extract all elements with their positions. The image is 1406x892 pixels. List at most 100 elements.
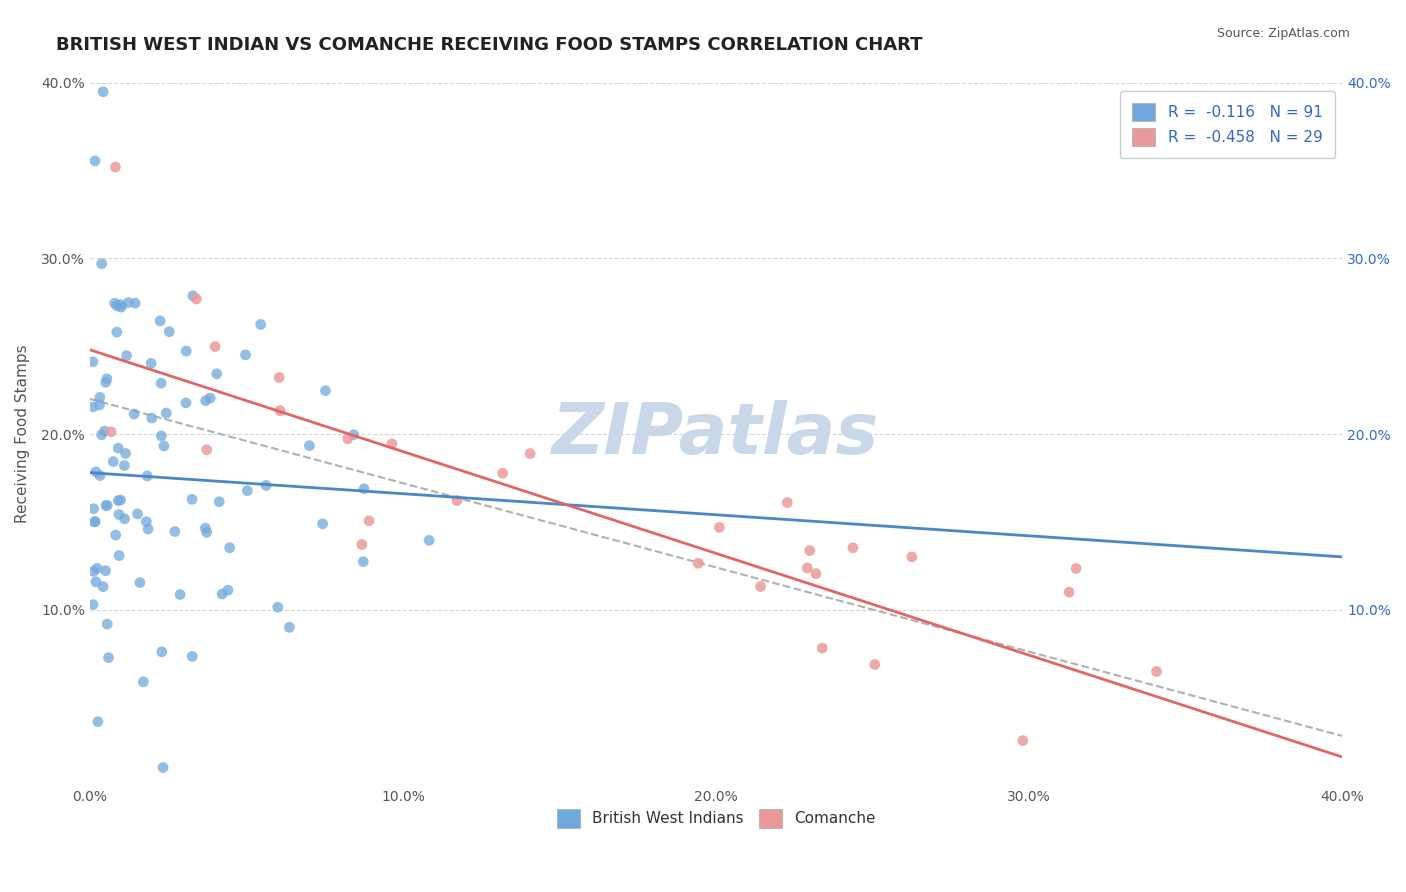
Point <box>181 289 204 303</box>
Point <box>112 458 135 473</box>
Point <box>107 493 129 508</box>
Point <box>96 617 118 632</box>
Point <box>194 393 217 408</box>
Point <box>136 469 159 483</box>
Point <box>799 543 821 558</box>
Point <box>353 482 375 496</box>
Point <box>163 524 186 539</box>
Point <box>94 564 117 578</box>
Point <box>418 533 440 548</box>
Point <box>174 344 197 359</box>
Point <box>1146 665 1168 679</box>
Point <box>82 400 104 414</box>
Point <box>135 515 157 529</box>
Point <box>86 561 108 575</box>
Point <box>132 674 155 689</box>
Point <box>267 600 290 615</box>
Point <box>709 520 731 534</box>
Point <box>122 407 145 421</box>
Point <box>204 340 226 354</box>
Point <box>749 579 772 593</box>
Point <box>249 318 271 332</box>
Point <box>96 372 118 386</box>
Point <box>218 541 240 555</box>
Point <box>842 541 865 555</box>
Point <box>336 432 359 446</box>
Point <box>804 566 827 581</box>
Point <box>94 499 117 513</box>
Point <box>84 465 107 479</box>
Point <box>104 296 127 310</box>
Point <box>93 424 115 438</box>
Point <box>108 508 131 522</box>
Point <box>90 257 112 271</box>
Point <box>110 493 132 508</box>
Point <box>103 455 125 469</box>
Point <box>174 396 197 410</box>
Point <box>83 515 105 529</box>
Point <box>87 714 110 729</box>
Point <box>381 437 404 451</box>
Point <box>314 384 336 398</box>
Point <box>105 325 128 339</box>
Point <box>492 467 515 481</box>
Point <box>254 478 277 492</box>
Point <box>90 427 112 442</box>
Point <box>97 650 120 665</box>
Point <box>278 620 301 634</box>
Point <box>1064 561 1087 575</box>
Point <box>157 325 180 339</box>
Point <box>311 516 333 531</box>
Point <box>150 429 173 443</box>
Point <box>110 298 132 312</box>
Point <box>149 314 172 328</box>
Point <box>89 398 111 412</box>
Point <box>89 391 111 405</box>
Point <box>124 296 146 310</box>
Point <box>200 391 222 405</box>
Point <box>901 549 924 564</box>
Point <box>139 356 162 370</box>
Point <box>269 370 291 384</box>
Point <box>136 522 159 536</box>
Point <box>91 85 114 99</box>
Point <box>688 556 710 570</box>
Point <box>205 367 228 381</box>
Point <box>195 525 218 540</box>
Point <box>446 493 468 508</box>
Point <box>343 427 366 442</box>
Point <box>150 376 173 391</box>
Point <box>104 528 127 542</box>
Point <box>811 641 834 656</box>
Point <box>100 425 122 439</box>
Point <box>82 598 104 612</box>
Point <box>84 574 107 589</box>
Point <box>169 588 191 602</box>
Point <box>83 501 105 516</box>
Point <box>105 299 128 313</box>
Point <box>115 349 138 363</box>
Legend: British West Indians, Comanche: British West Indians, Comanche <box>551 803 882 834</box>
Point <box>114 512 136 526</box>
Text: Source: ZipAtlas.com: Source: ZipAtlas.com <box>1216 27 1350 40</box>
Point <box>796 561 818 575</box>
Point <box>181 649 204 664</box>
Point <box>776 495 799 509</box>
Point <box>186 292 208 306</box>
Point <box>350 537 373 551</box>
Point <box>89 468 111 483</box>
Point <box>128 575 150 590</box>
Text: BRITISH WEST INDIAN VS COMANCHE RECEIVING FOOD STAMPS CORRELATION CHART: BRITISH WEST INDIAN VS COMANCHE RECEIVIN… <box>56 36 922 54</box>
Point <box>107 441 129 455</box>
Point <box>298 439 321 453</box>
Point <box>1057 585 1080 599</box>
Point <box>84 515 107 529</box>
Point <box>152 760 174 774</box>
Point <box>84 153 107 168</box>
Point <box>114 446 136 460</box>
Point <box>863 657 886 672</box>
Point <box>357 514 380 528</box>
Point <box>195 442 218 457</box>
Point <box>127 507 149 521</box>
Y-axis label: Receiving Food Stamps: Receiving Food Stamps <box>15 344 30 524</box>
